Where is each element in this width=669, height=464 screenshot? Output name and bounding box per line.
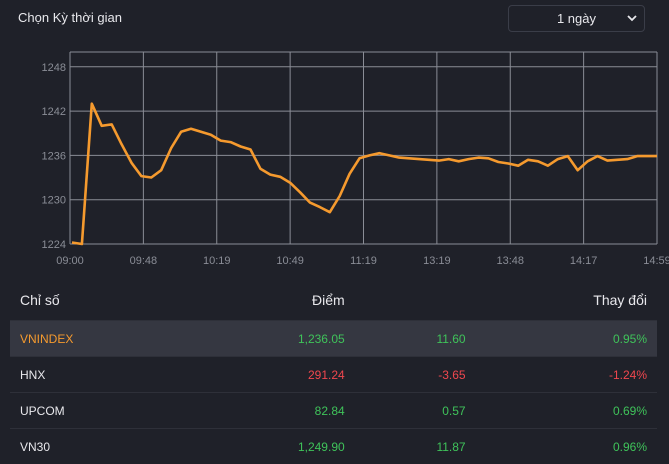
y-tick-label: 1236: [42, 150, 66, 162]
table-row-vnindex[interactable]: VNINDEX 1,236.05 11.60 0.95%: [10, 321, 657, 357]
x-tick-label: 10:49: [276, 255, 304, 267]
index-table: Chỉ số Điểm Thay đổi VNINDEX 1,236.05 11…: [10, 280, 657, 464]
x-tick-label: 13:19: [423, 255, 451, 267]
row-change: -3.65: [355, 357, 476, 393]
y-tick-label: 1224: [42, 239, 66, 251]
x-tick-label: 09:00: [56, 255, 84, 267]
row-change: 0.57: [355, 393, 476, 429]
row-points: 1,249.90: [190, 429, 354, 464]
row-name: VNINDEX: [10, 321, 190, 357]
header-change: Thay đổi: [476, 280, 657, 321]
y-tick-label: 1248: [42, 62, 66, 74]
x-tick-label: 10:19: [203, 255, 231, 267]
vnindex-series-line: [72, 104, 657, 244]
header-index: Chỉ số: [10, 280, 190, 321]
y-tick-label: 1230: [42, 195, 66, 207]
y-tick-label: 1242: [42, 106, 66, 118]
row-change: 11.87: [355, 429, 476, 464]
x-tick-label: 14:59: [643, 255, 669, 267]
x-tick-label: 14:17: [570, 255, 598, 267]
table-row-upcom[interactable]: UPCOM 82.84 0.57 0.69%: [10, 393, 657, 429]
header-change-spacer: [355, 280, 476, 321]
row-change-pct: -1.24%: [476, 357, 657, 393]
row-change-pct: 0.95%: [476, 321, 657, 357]
row-change-pct: 0.69%: [476, 393, 657, 429]
header-points: Điểm: [190, 280, 354, 321]
row-points: 291.24: [190, 357, 354, 393]
x-tick-label: 11:19: [350, 255, 377, 267]
x-tick-label: 13:48: [496, 255, 524, 267]
row-points: 1,236.05: [190, 321, 354, 357]
row-name: UPCOM: [10, 393, 190, 429]
row-name: VN30: [10, 429, 190, 464]
table-row-hnx[interactable]: HNX 291.24 -3.65 -1.24%: [10, 357, 657, 393]
x-tick-label: 09:48: [130, 255, 158, 267]
row-points: 82.84: [190, 393, 354, 429]
index-line-chart: 1224 1230 1236 1242 1248 09:00 09:48 10:19 10:49…: [0, 0, 669, 280]
table-row-vn30[interactable]: VN30 1,249.90 11.87 0.96%: [10, 429, 657, 464]
row-name: HNX: [10, 357, 190, 393]
row-change-pct: 0.96%: [476, 429, 657, 464]
row-change: 11.60: [355, 321, 476, 357]
